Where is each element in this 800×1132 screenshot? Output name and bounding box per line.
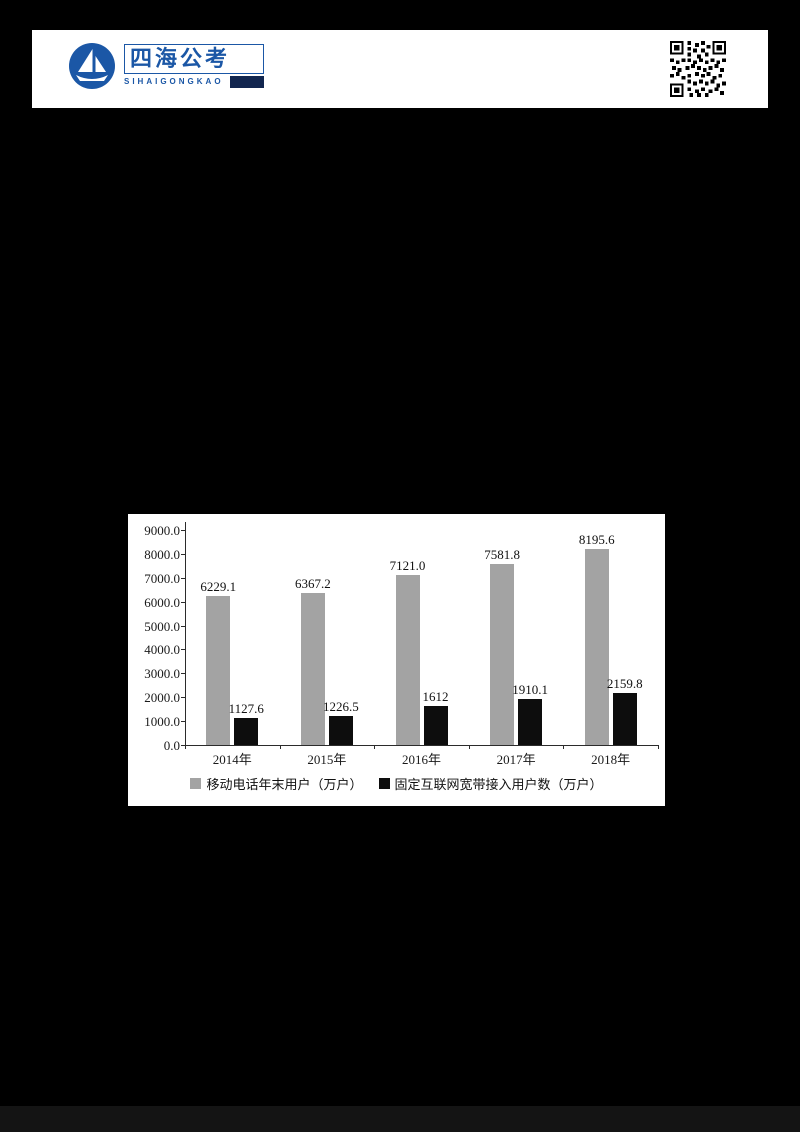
y-tick-label: 9000.0 <box>144 523 180 538</box>
bar-value-label: 8195.6 <box>578 532 615 548</box>
bar-mobile-users <box>395 574 420 745</box>
bar-broadband-users <box>518 699 543 745</box>
y-tick-mark <box>181 601 185 603</box>
logo-accent-block <box>229 75 264 88</box>
y-tick-label: 5000.0 <box>144 618 180 634</box>
x-axis <box>185 745 659 746</box>
x-tick-mark <box>468 745 470 749</box>
header-band: 四海公考 SIHAIGONGKAO <box>32 30 768 108</box>
y-tick-label: 6000.0 <box>144 594 180 610</box>
y-tick-mark <box>181 649 185 651</box>
x-tick-mark <box>185 745 186 749</box>
bar-broadband-users <box>328 715 353 745</box>
y-tick-mark <box>181 673 185 675</box>
bar-chart: 0.0 1000.0 2000.0 3000.0 4000.0 5000.0 6000.0 7… <box>128 514 665 806</box>
bottom-strip <box>0 1106 800 1132</box>
y-tick-mark <box>181 721 185 723</box>
bar-value-label: 1910.1 <box>512 682 548 698</box>
brand-subtitle: SIHAIGONGKAO <box>124 77 224 87</box>
bar-value-label: 6229.1 <box>200 579 237 595</box>
y-tick-mark <box>181 577 185 579</box>
y-tick-label: 1000.0 <box>144 714 180 730</box>
legend-label: 固定互联网宽带接入用户数（万户） <box>394 777 603 792</box>
bar-mobile-users <box>206 596 231 745</box>
bar-value-label: 2159.8 <box>606 676 643 692</box>
legend-label: 移动电话年末用户（万户） <box>206 777 363 792</box>
bar-broadband-users <box>234 718 259 745</box>
x-category-label: 2015年 <box>307 752 347 767</box>
x-category-label: 2017年 <box>496 752 536 767</box>
y-tick-label: 0.0 <box>163 738 180 753</box>
legend-swatch-icon <box>378 778 390 789</box>
qr-code <box>670 41 726 97</box>
y-tick-label: 3000.0 <box>144 666 180 682</box>
chart-legend: 移动电话年末用户（万户） 固定互联网宽带接入用户数（万户） <box>128 774 665 793</box>
x-category-label: 2018年 <box>591 752 631 767</box>
brand-row: SIHAIGONGKAO <box>124 75 264 88</box>
y-tick-label: 2000.0 <box>144 690 180 706</box>
y-tick-mark <box>181 697 185 699</box>
legend-swatch-icon <box>190 778 202 789</box>
bar-mobile-users <box>584 549 609 745</box>
y-tick-label: 8000.0 <box>144 546 180 562</box>
y-tick-mark <box>181 625 185 627</box>
x-tick-mark <box>658 745 659 749</box>
bar-value-label: 1127.6 <box>228 701 264 717</box>
bar-value-label: 1612 <box>422 689 449 705</box>
bar-value-label: 1226.5 <box>323 698 359 714</box>
brand-name: 四海公考 <box>124 44 264 74</box>
bar-broadband-users <box>612 693 637 745</box>
y-tick-mark <box>181 530 185 531</box>
y-tick-label: 7000.0 <box>144 570 180 586</box>
bar-value-label: 7581.8 <box>484 546 520 562</box>
logo-text: 四海公考 SIHAIGONGKAO <box>124 44 264 88</box>
sailboat-logo-icon <box>68 42 116 90</box>
bar-mobile-users <box>490 563 515 745</box>
y-tick-mark <box>181 553 185 555</box>
legend-item: 移动电话年末用户（万户） <box>190 774 363 793</box>
logo: 四海公考 SIHAIGONGKAO <box>68 42 264 90</box>
x-category-label: 2014年 <box>212 752 252 767</box>
x-category-label: 2016年 <box>401 752 441 767</box>
x-tick-mark <box>374 745 376 749</box>
bar-value-label: 6367.2 <box>295 575 331 591</box>
x-tick-mark <box>563 745 565 749</box>
y-tick-label: 4000.0 <box>144 642 180 658</box>
bar-value-label: 7121.0 <box>389 557 426 573</box>
y-tick-mark <box>181 745 185 746</box>
bar-mobile-users <box>300 592 325 745</box>
x-tick-mark <box>279 745 281 749</box>
y-axis <box>185 522 186 746</box>
bar-broadband-users <box>423 706 448 745</box>
legend-item: 固定互联网宽带接入用户数（万户） <box>378 774 603 793</box>
